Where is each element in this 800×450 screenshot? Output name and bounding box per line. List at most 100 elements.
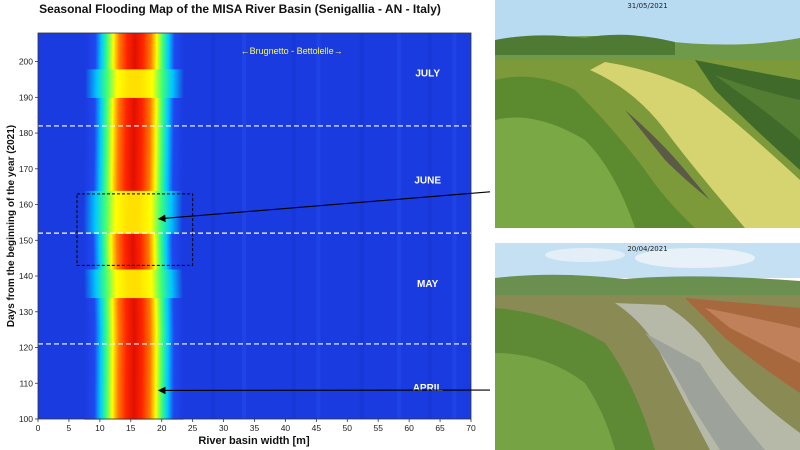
- background-streak: [211, 33, 216, 419]
- river-band-segment: [84, 90, 184, 98]
- month-label: JUNE: [414, 176, 441, 187]
- x-tick-label: 0: [36, 423, 41, 433]
- y-tick-label: 170: [19, 164, 33, 174]
- photo-date-april: 20/04/2021: [627, 245, 668, 253]
- river-band-segment: [85, 54, 185, 63]
- river-band-segment: [84, 97, 184, 106]
- river-band-segment: [84, 147, 184, 156]
- x-tick-label: 20: [157, 423, 167, 433]
- river-band-segment: [84, 297, 184, 306]
- chart-title: Seasonal Flooding Map of the MISA River …: [39, 2, 441, 16]
- x-tick-label: 10: [95, 423, 105, 433]
- river-band-segment: [84, 404, 184, 413]
- river-band-segment: [83, 211, 183, 220]
- x-tick-label: 5: [67, 423, 72, 433]
- x-tick-label: 40: [281, 423, 291, 433]
- y-tick-label: 110: [19, 378, 33, 388]
- river-band-segment: [83, 175, 183, 184]
- y-tick-label: 180: [19, 128, 33, 138]
- x-tick-label: 45: [312, 423, 322, 433]
- river-band-segment: [83, 233, 183, 241]
- river-band-segment: [83, 268, 183, 277]
- arrow-pointer: [157, 191, 490, 223]
- y-tick-label: 100: [19, 414, 33, 424]
- background-streak: [316, 33, 321, 419]
- x-tick-label: 50: [343, 423, 353, 433]
- background-streaks: [211, 33, 457, 419]
- photo-june: 31/05/2021: [495, 0, 800, 228]
- river-landscape-photo-icon: [495, 243, 800, 450]
- river-band-segment: [85, 68, 185, 77]
- river-band-segment: [84, 390, 184, 399]
- river-band-segment: [84, 140, 184, 148]
- river-band-segment: [85, 47, 185, 56]
- x-tick-label: 30: [219, 423, 229, 433]
- river-band-segment: [84, 154, 184, 163]
- x-axis-label: River basin width [m]: [198, 435, 310, 447]
- month-label: MAY: [417, 279, 439, 290]
- river-band-segment: [85, 40, 185, 48]
- river-band-segment: [84, 104, 184, 113]
- background-streak: [452, 33, 457, 419]
- month-label: JULY: [415, 68, 440, 79]
- x-tick-label: 65: [435, 423, 445, 433]
- basin-annotation: ←Brugnetto - Bettolelle→: [241, 46, 343, 56]
- river-band-segment: [84, 283, 184, 291]
- river-band-segment: [84, 368, 184, 377]
- river-band-segment: [83, 197, 183, 206]
- y-tick-label: 190: [19, 92, 33, 102]
- y-tick-label: 200: [19, 57, 33, 67]
- background-streak: [242, 33, 247, 419]
- river-band-segment: [83, 276, 183, 284]
- x-tick-label: 55: [373, 423, 383, 433]
- river-band-segment: [83, 254, 183, 263]
- river-band-segment: [84, 333, 184, 341]
- river-band-segment: [84, 354, 184, 363]
- river-band-segment: [84, 361, 184, 370]
- x-tick-label: 60: [404, 423, 414, 433]
- river-band-segment: [84, 125, 184, 134]
- river-band-segment: [83, 204, 183, 213]
- river-band-segment: [83, 240, 183, 249]
- y-tick-label: 150: [19, 235, 33, 245]
- y-tick-label: 140: [19, 271, 33, 281]
- river-band-segment: [84, 161, 184, 170]
- river-band-segment: [84, 383, 184, 392]
- river-band-segment: [84, 397, 184, 406]
- river-band-segment: [85, 61, 185, 70]
- y-tick-label: 160: [19, 200, 33, 210]
- river-band-segment: [84, 304, 184, 313]
- river-band-segment: [84, 133, 184, 141]
- y-tick-label: 130: [19, 307, 33, 317]
- background-streak: [396, 33, 401, 419]
- highlight-box: [76, 193, 194, 266]
- river-band-segment: [85, 326, 184, 334]
- river-channel-band: [83, 33, 185, 420]
- river-landscape-photo-icon: [495, 0, 800, 228]
- background-streak: [291, 33, 296, 419]
- background-streak: [359, 33, 364, 419]
- y-axis-label: Days from the beginning of the year (202…: [6, 125, 17, 327]
- river-band-segment: [84, 111, 184, 120]
- river-band-segment: [84, 290, 184, 299]
- river-band-segment: [83, 218, 183, 227]
- x-tick-label: 15: [126, 423, 136, 433]
- x-tick-label: 25: [188, 423, 198, 433]
- photo-date-june: 31/05/2021: [627, 2, 668, 10]
- river-band-segment: [84, 318, 184, 327]
- river-band-segment: [84, 411, 184, 420]
- river-band-segment: [84, 168, 184, 177]
- x-tick-label: 70: [466, 423, 476, 433]
- x-tick-label: 35: [250, 423, 260, 433]
- river-band-segment: [85, 75, 185, 84]
- river-band-segment: [84, 347, 184, 356]
- heatmap-chart: 0 5 10 15 20 25 30 35 40 45 50 55 60 65 70 100 110 120 13…: [6, 32, 490, 447]
- river-band-segment: [83, 247, 183, 256]
- river-band-segment: [85, 33, 185, 41]
- y-tick-label: 120: [19, 343, 33, 353]
- month-label: APRIL: [413, 383, 443, 394]
- photo-april: 20/04/2021: [495, 243, 800, 450]
- river-band-segment: [83, 183, 183, 191]
- river-band-segment: [84, 311, 184, 320]
- background-streak: [427, 33, 432, 419]
